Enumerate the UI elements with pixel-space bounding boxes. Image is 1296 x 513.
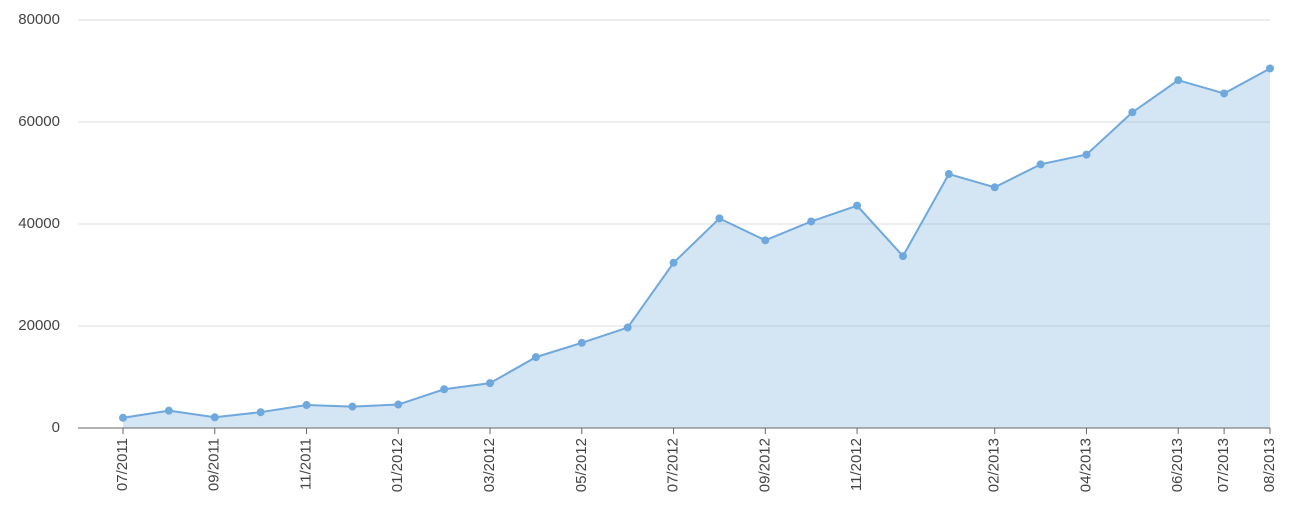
y-tick-label: 40000 (18, 215, 60, 232)
line (122, 67, 1271, 419)
point (1082, 150, 1091, 159)
y-tick-label: 20000 (18, 317, 60, 334)
point (531, 353, 540, 362)
point (256, 408, 265, 417)
point (1128, 108, 1137, 117)
x-tick-label: 03/2012 (481, 438, 498, 492)
point (164, 406, 173, 415)
x-tick-label: 07/2012 (665, 438, 682, 492)
point (1220, 89, 1229, 98)
y-tick-label: 80000 (18, 11, 60, 28)
point (898, 252, 907, 261)
x-tick-label: 02/2013 (986, 438, 1003, 492)
point (348, 402, 357, 411)
x-tick-label: 11/2011 (297, 438, 314, 490)
point (119, 413, 127, 422)
x-tick-label: 04/2013 (1077, 438, 1094, 492)
point (990, 183, 999, 192)
x-tick-label: 07/2013 (1215, 438, 1232, 492)
point (715, 214, 724, 223)
point (394, 400, 403, 409)
point (577, 338, 586, 347)
point (210, 413, 219, 422)
x-tick-label: 09/2012 (756, 438, 773, 492)
y-tick-label: 0 (52, 419, 60, 436)
point (302, 401, 311, 410)
point (807, 217, 816, 226)
point (1174, 76, 1183, 85)
point (761, 236, 770, 245)
x-tick-label: 01/2012 (389, 438, 406, 492)
x-tick-label: 07/2011 (114, 438, 131, 491)
x-tick-label: 08/2013 (1261, 438, 1278, 492)
area (123, 68, 1270, 428)
point (1266, 64, 1274, 73)
x-tick-label: 09/2011 (206, 438, 223, 491)
y-tick-label: 60000 (18, 113, 60, 130)
point (486, 379, 495, 388)
point (669, 258, 678, 267)
point (944, 170, 953, 179)
point (853, 201, 862, 210)
point (623, 323, 632, 332)
x-tick-label: 05/2012 (573, 438, 590, 492)
x-tick-label: 06/2013 (1169, 438, 1186, 492)
x-tick-label: 11/2012 (848, 438, 865, 491)
point (440, 385, 449, 394)
point (1036, 160, 1045, 169)
